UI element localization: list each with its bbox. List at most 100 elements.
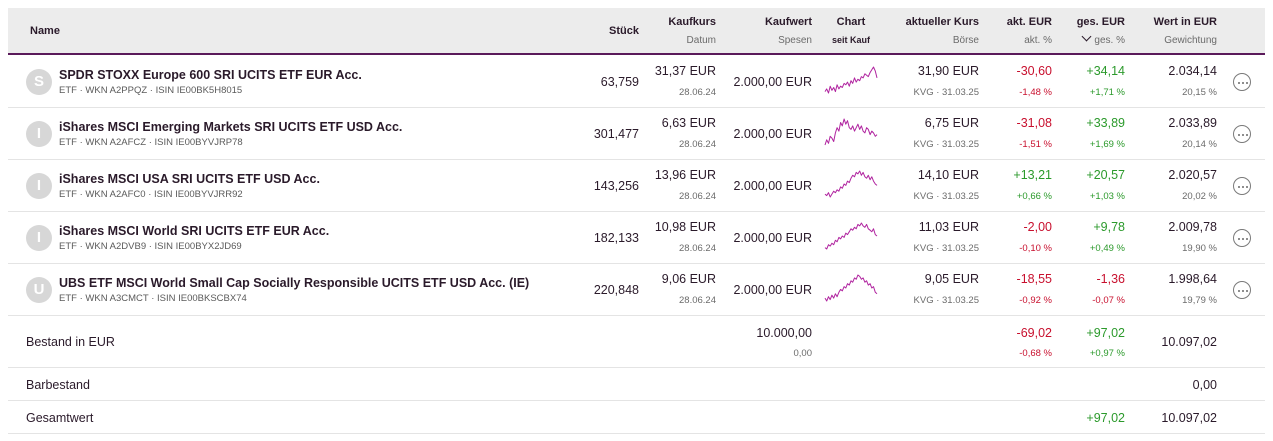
sparkline-chart[interactable] <box>824 117 878 147</box>
fund-avatar-icon: I <box>26 121 52 147</box>
position-stueck: 63,759 <box>600 75 639 89</box>
sparkline-chart[interactable] <box>824 273 878 303</box>
summary-barbestand-row: Barbestand 0,00 <box>8 368 1265 401</box>
header-chart: Chart <box>836 16 866 28</box>
position-gewichtung: 20,15 % <box>1182 87 1217 98</box>
fund-avatar-icon: S <box>26 69 52 95</box>
bestand-ges-eur: +97,02 <box>1086 326 1125 340</box>
position-akt-pct: -1,51 % <box>1019 139 1052 150</box>
more-options-icon[interactable] <box>1233 73 1251 91</box>
position-name[interactable]: UBS ETF MSCI World Small Cap Socially Re… <box>59 276 530 290</box>
position-wert: 2.033,89 <box>1168 116 1217 130</box>
position-akt-pct: -1,48 % <box>1019 87 1052 98</box>
header-stueck[interactable]: Stück <box>609 25 639 37</box>
position-ges-pct: +1,03 % <box>1089 191 1125 202</box>
fund-avatar-icon: U <box>26 277 52 303</box>
header-ges-pct[interactable]: ges. % <box>1094 35 1125 46</box>
position-kaufdatum: 28.06.24 <box>679 87 716 98</box>
position-kaufwert: 2.000,00 EUR <box>733 179 812 193</box>
sparkline-line <box>824 222 878 250</box>
header-kaufwert[interactable]: Kaufwert <box>764 16 812 28</box>
position-akt-pct: -0,92 % <box>1019 295 1052 306</box>
table-row[interactable]: S SPDR STOXX Europe 600 SRI UCITS ETF EUR… <box>8 56 1265 108</box>
table-row[interactable]: U UBS ETF MSCI World Small Cap Socially R… <box>8 264 1265 316</box>
position-kaufkurs: 13,96 EUR <box>654 168 716 182</box>
chevron-down-icon[interactable] <box>1081 31 1092 42</box>
position-kaufdatum: 28.06.24 <box>679 191 716 202</box>
bestand-label: Bestand in EUR <box>26 335 115 349</box>
header-kaufkurs[interactable]: Kaufkurs <box>668 16 716 28</box>
header-gewichtung[interactable]: Gewichtung <box>1164 35 1217 46</box>
position-name[interactable]: iShares MSCI USA SRI UCITS ETF USD Acc. <box>59 172 320 186</box>
position-name[interactable]: SPDR STOXX Europe 600 SRI UCITS ETF EUR … <box>59 68 362 82</box>
header-aktueller-kurs[interactable]: aktueller Kurs <box>905 16 979 28</box>
header-spesen[interactable]: Spesen <box>778 35 812 46</box>
more-options-icon[interactable] <box>1233 229 1251 247</box>
position-kaufwert: 2.000,00 EUR <box>733 127 812 141</box>
position-ges-eur: +20,57 <box>1086 168 1125 182</box>
position-gewichtung: 19,90 % <box>1182 243 1217 254</box>
position-stueck: 143,256 <box>593 179 639 193</box>
header-ges-eur[interactable]: ges. EUR <box>1076 16 1125 28</box>
position-wert: 2.020,57 <box>1168 168 1217 182</box>
position-boerse: KVG · 31.03.25 <box>913 243 979 254</box>
header-name[interactable]: Name <box>30 25 60 37</box>
position-akt-eur: +13,21 <box>1013 168 1052 182</box>
position-kaufwert: 2.000,00 EUR <box>733 283 812 297</box>
sparkline-chart[interactable] <box>824 221 878 251</box>
position-stueck: 220,848 <box>593 283 639 297</box>
sparkline-line <box>824 66 878 94</box>
header-akt-pct[interactable]: akt. % <box>1024 35 1052 46</box>
position-identifiers: ETF · WKN A2AFCZ · ISIN IE00BYVJRP78 <box>59 137 243 148</box>
position-ges-eur: +33,89 <box>1086 116 1125 130</box>
position-ges-eur: -1,36 <box>1096 272 1126 286</box>
position-akt-eur: -31,08 <box>1016 116 1052 130</box>
position-ges-pct: +0,49 % <box>1089 243 1125 254</box>
position-kaufkurs: 10,98 EUR <box>654 220 716 234</box>
header-ges-pct-sort[interactable]: ges. % <box>1081 31 1125 46</box>
bestand-akt-pct: -0,68 % <box>1019 348 1052 359</box>
sparkline-chart[interactable] <box>824 65 878 95</box>
position-kaufkurs: 31,37 EUR <box>654 64 716 78</box>
position-wert: 1.998,64 <box>1168 272 1217 286</box>
position-ges-pct: -0,07 % <box>1092 295 1125 306</box>
position-kaufdatum: 28.06.24 <box>679 139 716 150</box>
bestand-spesen: 0,00 <box>793 348 813 359</box>
position-kurs: 9,05 EUR <box>924 272 979 286</box>
position-akt-pct: +0,66 % <box>1016 191 1052 202</box>
position-identifiers: ETF · WKN A3CMCT · ISIN IE00BKSCBX74 <box>59 293 247 304</box>
position-kurs: 31,90 EUR <box>917 64 979 78</box>
header-wert[interactable]: Wert in EUR <box>1153 16 1217 28</box>
header-boerse[interactable]: Börse <box>952 35 979 46</box>
position-kaufkurs: 9,06 EUR <box>661 272 716 286</box>
position-boerse: KVG · 31.03.25 <box>913 139 979 150</box>
position-kaufwert: 2.000,00 EUR <box>733 75 812 89</box>
position-ges-pct: +1,71 % <box>1089 87 1125 98</box>
position-stueck: 301,477 <box>593 127 639 141</box>
bestand-ges-pct: +0,97 % <box>1089 348 1125 359</box>
more-options-icon[interactable] <box>1233 177 1251 195</box>
position-name[interactable]: iShares MSCI World SRI UCITS ETF EUR Acc… <box>59 224 330 238</box>
header-seit-kauf[interactable]: seit Kauf <box>831 35 870 45</box>
more-options-icon[interactable] <box>1233 281 1251 299</box>
position-gewichtung: 20,14 % <box>1182 139 1217 150</box>
position-ges-pct: +1,69 % <box>1089 139 1125 150</box>
table-header: Name Stück Kaufkurs Datum Kaufwert Spese… <box>8 8 1265 55</box>
header-akt-eur[interactable]: akt. EUR <box>1006 16 1052 28</box>
position-akt-eur: -30,60 <box>1016 64 1052 78</box>
position-kurs: 6,75 EUR <box>924 116 979 130</box>
more-options-icon[interactable] <box>1233 125 1251 143</box>
position-name[interactable]: iShares MSCI Emerging Markets SRI UCITS … <box>59 120 403 134</box>
position-ges-eur: +9,78 <box>1093 220 1125 234</box>
position-akt-pct: -0,10 % <box>1019 243 1052 254</box>
sparkline-chart[interactable] <box>824 169 878 199</box>
header-datum[interactable]: Datum <box>686 35 716 46</box>
position-kaufdatum: 28.06.24 <box>679 243 716 254</box>
position-akt-eur: -2,00 <box>1023 220 1053 234</box>
sparkline-line <box>824 170 878 198</box>
position-kurs: 11,03 EUR <box>918 220 979 234</box>
